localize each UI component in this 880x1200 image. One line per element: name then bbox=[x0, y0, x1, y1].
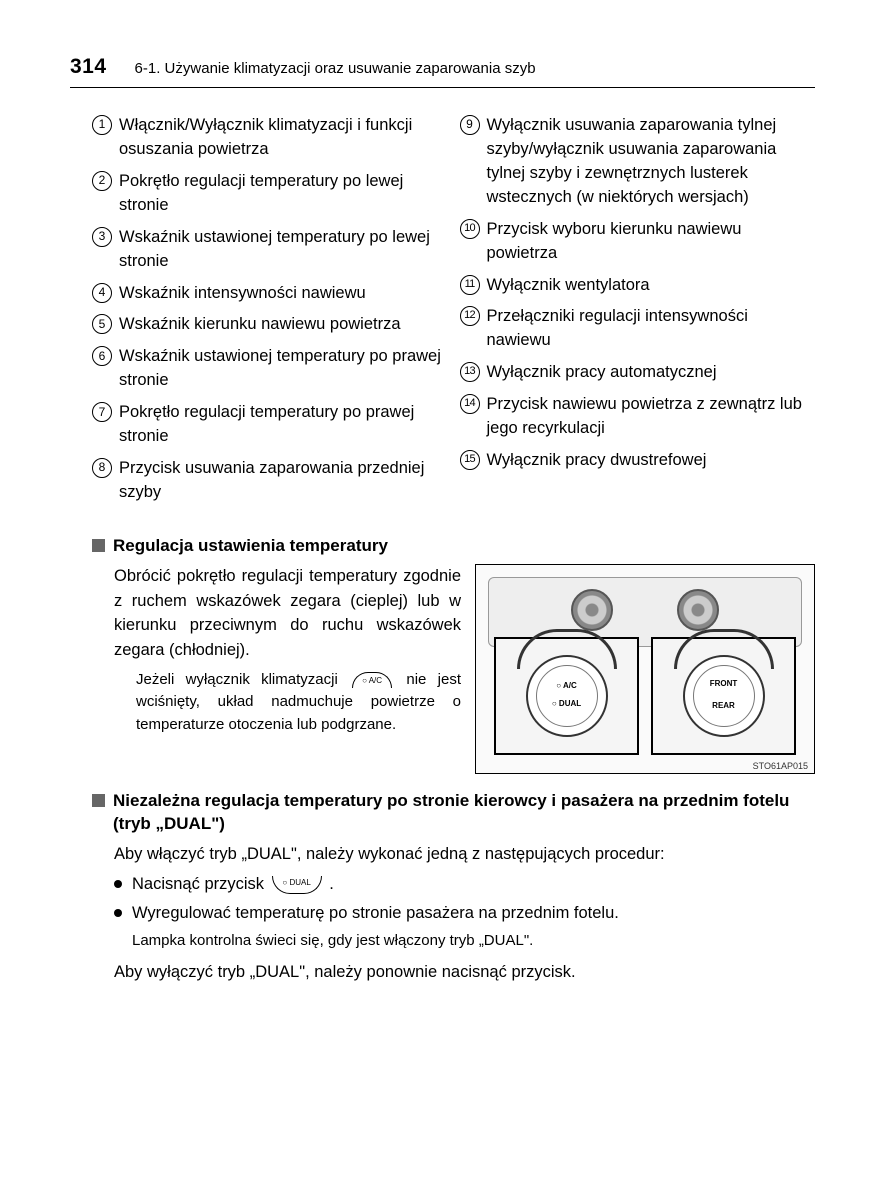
vent-icon bbox=[571, 589, 613, 631]
right-knob: FRONT REAR bbox=[683, 655, 765, 737]
list-item-text: Wyłącznik pracy dwustrefowej bbox=[487, 449, 707, 473]
left-knob: ○ A/C ○ DUAL bbox=[526, 655, 608, 737]
knob-dual-label: ○ DUAL bbox=[552, 699, 581, 708]
knob-ac-label: ○ A/C bbox=[556, 681, 577, 690]
list-item-text: Przełączniki regulacji intensywności naw… bbox=[487, 305, 816, 353]
left-knob-panel: ○ A/C ○ DUAL bbox=[494, 637, 639, 755]
vent-icon bbox=[677, 589, 719, 631]
list-item: 4 Wskaźnik intensywności nawiewu bbox=[92, 282, 448, 306]
list-item-text: Przycisk nawiewu powietrza z zewnątrz lu… bbox=[487, 393, 816, 441]
circled-number-icon: 12 bbox=[460, 306, 480, 326]
temp-note: Jeżeli wyłącznik klimatyzacji ○ A/C nie … bbox=[136, 669, 461, 737]
list-item: 13 Wyłącznik pracy automatycznej bbox=[460, 361, 816, 385]
list-item: 7 Pokrętło regulacji temperatury po prawe… bbox=[92, 401, 448, 449]
section-title: 6-1. Używanie klimatyzacji oraz usuwanie… bbox=[135, 60, 536, 77]
list-item-text: Wskaźnik kierunku nawiewu powietrza bbox=[119, 313, 401, 337]
ac-button-icon: ○ A/C bbox=[352, 672, 392, 688]
circled-number-icon: 10 bbox=[460, 219, 480, 239]
circled-number-icon: 8 bbox=[92, 458, 112, 478]
list-item-text: Wyłącznik usuwania zaparowania tylnej sz… bbox=[487, 114, 816, 210]
list-item: 2 Pokrętło regulacji temperatury po lewej… bbox=[92, 170, 448, 218]
list-item: 6 Wskaźnik ustawionej temperatury po praw… bbox=[92, 345, 448, 393]
page-header: 314 6-1. Używanie klimatyzacji oraz usuw… bbox=[70, 55, 815, 88]
note-part-a: Jeżeli wyłącznik klimatyzacji bbox=[136, 671, 338, 688]
right-knob-panel: FRONT REAR bbox=[651, 637, 796, 755]
bullet-dot-icon bbox=[114, 880, 122, 888]
circled-number-icon: 6 bbox=[92, 346, 112, 366]
square-bullet-icon bbox=[92, 794, 105, 807]
list-item-text: Pokrętło regulacji temperatury po lewej … bbox=[119, 170, 448, 218]
subsection-dual-heading: Niezależna regulacja temperatury po stro… bbox=[92, 790, 815, 836]
temp-section-row: Obrócić pokrętło regulacji temperatury z… bbox=[114, 564, 815, 774]
list-item: 14 Przycisk nawiewu powietrza z zewnątrz … bbox=[460, 393, 816, 441]
circled-number-icon: 15 bbox=[460, 450, 480, 470]
list-item: 8 Przycisk usuwania zaparowania przedniej… bbox=[92, 457, 448, 505]
list-item-text: Przycisk usuwania zaparowania przedniej … bbox=[119, 457, 448, 505]
list-item: 1 Włącznik/Wyłącznik klimatyzacji i funkc… bbox=[92, 114, 448, 162]
bullet-item: Nacisnąć przycisk ○ DUAL . bbox=[114, 872, 815, 897]
list-item: 11 Wyłącznik wentylatora bbox=[460, 274, 816, 298]
list-item: 10 Przycisk wyboru kierunku nawiewu powie… bbox=[460, 218, 816, 266]
subsection-title: Niezależna regulacja temperatury po stro… bbox=[113, 790, 815, 836]
bullet-text: Wyregulować temperaturę po stronie pasaż… bbox=[132, 901, 619, 926]
left-column: 1 Włącznik/Wyłącznik klimatyzacji i funkc… bbox=[92, 114, 448, 513]
list-item-text: Wyłącznik wentylatora bbox=[487, 274, 650, 298]
dual-intro: Aby włączyć tryb „DUAL", należy wykonać … bbox=[114, 842, 815, 867]
list-item-text: Wskaźnik ustawionej temperatury po lewej… bbox=[119, 226, 448, 274]
knob-front-label: FRONT bbox=[710, 679, 738, 688]
circled-number-icon: 1 bbox=[92, 115, 112, 135]
dual-outro: Aby wyłączyć tryb „DUAL", należy ponowni… bbox=[114, 960, 815, 985]
circled-number-icon: 7 bbox=[92, 402, 112, 422]
list-item-text: Włącznik/Wyłącznik klimatyzacji i funkcj… bbox=[119, 114, 448, 162]
circled-number-icon: 11 bbox=[460, 275, 480, 295]
list-item: 12 Przełączniki regulacji intensywności n… bbox=[460, 305, 816, 353]
right-column: 9 Wyłącznik usuwania zaparowania tylnej s… bbox=[460, 114, 816, 513]
bullet-text-a: Nacisnąć przycisk bbox=[132, 875, 269, 893]
temp-text-block: Obrócić pokrętło regulacji temperatury z… bbox=[114, 564, 461, 774]
list-item: 9 Wyłącznik usuwania zaparowania tylnej s… bbox=[460, 114, 816, 210]
diagram-code: STO61AP015 bbox=[753, 761, 808, 771]
list-item: 5 Wskaźnik kierunku nawiewu powietrza bbox=[92, 313, 448, 337]
climate-diagram: ○ A/C ○ DUAL FRONT REAR STO61AP015 bbox=[475, 564, 815, 774]
bullet-text: Nacisnąć przycisk ○ DUAL . bbox=[132, 872, 334, 897]
circled-number-icon: 4 bbox=[92, 283, 112, 303]
list-item-text: Wskaźnik intensywności nawiewu bbox=[119, 282, 366, 306]
list-item-text: Wskaźnik ustawionej temperatury po prawe… bbox=[119, 345, 448, 393]
list-item-text: Wyłącznik pracy automatycznej bbox=[487, 361, 717, 385]
knob-rear-label: REAR bbox=[712, 701, 735, 710]
subsection-title: Regulacja ustawienia temperatury bbox=[113, 535, 388, 558]
circled-number-icon: 3 bbox=[92, 227, 112, 247]
circled-number-icon: 2 bbox=[92, 171, 112, 191]
circled-number-icon: 9 bbox=[460, 115, 480, 135]
list-item-text: Przycisk wyboru kierunku nawiewu powietr… bbox=[487, 218, 816, 266]
circled-number-icon: 13 bbox=[460, 362, 480, 382]
bullet-text-tail: . bbox=[329, 875, 334, 893]
list-item-text: Pokrętło regulacji temperatury po prawej… bbox=[119, 401, 448, 449]
subsection-temp-heading: Regulacja ustawienia temperatury bbox=[92, 535, 815, 558]
bullet-item: Wyregulować temperaturę po stronie pasaż… bbox=[114, 901, 815, 926]
temp-paragraph: Obrócić pokrętło regulacji temperatury z… bbox=[114, 564, 461, 663]
square-bullet-icon bbox=[92, 539, 105, 552]
page-number: 314 bbox=[70, 55, 107, 79]
bullet-dot-icon bbox=[114, 909, 122, 917]
circled-number-icon: 5 bbox=[92, 314, 112, 334]
numbered-columns: 1 Włącznik/Wyłącznik klimatyzacji i funkc… bbox=[70, 114, 815, 513]
list-item: 3 Wskaźnik ustawionej temperatury po lewe… bbox=[92, 226, 448, 274]
dual-button-icon: ○ DUAL bbox=[272, 876, 322, 894]
list-item: 15 Wyłącznik pracy dwustrefowej bbox=[460, 449, 816, 473]
circled-number-icon: 14 bbox=[460, 394, 480, 414]
dual-subnote: Lampka kontrolna świeci się, gdy jest wł… bbox=[132, 930, 815, 953]
